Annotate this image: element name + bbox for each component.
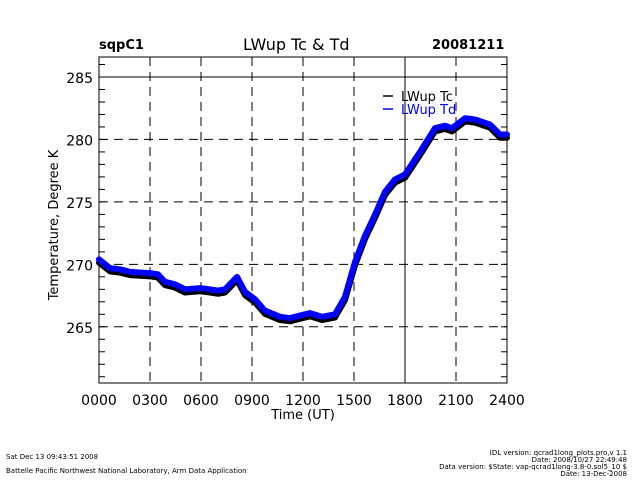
data-point (109, 267, 111, 269)
data-point (489, 123, 491, 125)
x-tick-label: 2100 (438, 393, 474, 409)
data-point (244, 291, 246, 293)
x-tick-label: 0000 (81, 393, 117, 409)
data-point (289, 317, 291, 319)
data-point (119, 268, 121, 270)
legend-label: LWup Tc (401, 90, 453, 105)
data-point (129, 271, 131, 273)
data-point (499, 133, 501, 135)
y-tick-label: 265 (66, 321, 93, 337)
data-point (506, 133, 508, 135)
data-point (364, 235, 366, 237)
data-point (184, 292, 186, 294)
data-point (344, 296, 346, 298)
data-point (419, 151, 421, 153)
data-point (374, 213, 376, 215)
x-tick-label: 0900 (234, 393, 270, 409)
data-point (354, 261, 356, 263)
data-point (224, 288, 226, 290)
x-tick-label: 1800 (387, 393, 423, 409)
y-tick-label: 270 (66, 258, 93, 274)
footer-data-version: Data version: $State: vap-qcrad1long-3.8… (439, 463, 627, 471)
data-point (98, 258, 100, 260)
data-point (321, 319, 323, 321)
data-point (464, 117, 466, 119)
footer-idl-version: IDL version: qcrad1long_plots.pro,v 1.1 (489, 449, 627, 457)
data-point (209, 288, 211, 290)
date-label: 20081211 (432, 38, 505, 53)
y-tick-label: 280 (66, 133, 93, 149)
x-tick-label: 1200 (285, 393, 321, 409)
data-point (184, 288, 186, 290)
data-point (279, 316, 281, 318)
data-point (384, 191, 386, 193)
y-tick-label: 285 (66, 71, 93, 87)
x-tick-label: 0300 (132, 393, 168, 409)
data-point (149, 272, 151, 274)
data-point (289, 320, 291, 322)
x-axis-label: Time (UT) (270, 408, 335, 423)
data-point (157, 273, 159, 275)
chart-title: LWup Tc & Td (243, 35, 350, 54)
data-point (474, 118, 476, 120)
data-point (404, 173, 406, 175)
data-point (451, 130, 453, 132)
footer-timestamp: Sat Dec 13 09:43:51 2008 (6, 453, 99, 461)
data-point (164, 281, 166, 283)
footer-idl-date: Date: 2008/10/27 22:49:48 (531, 456, 627, 464)
y-axis-label: Temperature, Degree K (47, 149, 62, 301)
data-point (174, 283, 176, 285)
y-tick-label: 275 (66, 196, 93, 212)
site-label: sqpC1 (99, 38, 144, 53)
data-point (309, 312, 311, 314)
data-point (264, 310, 266, 312)
data-point (434, 127, 436, 129)
data-point (217, 293, 219, 295)
footer-credit: Battelle Pacific Northwest National Labo… (6, 467, 247, 475)
data-point (254, 298, 256, 300)
data-point (334, 313, 336, 315)
data-point (217, 290, 219, 292)
legend-label: LWup Td (401, 103, 456, 118)
data-point (236, 276, 238, 278)
footer-data-date: Date: 13-Dec-2008 (560, 470, 627, 478)
data-point (394, 178, 396, 180)
x-tick-label: 2400 (489, 393, 525, 409)
data-point (299, 315, 301, 317)
data-point (199, 287, 201, 289)
data-point (451, 127, 453, 129)
data-point (444, 125, 446, 127)
data-point (321, 316, 323, 318)
x-tick-label: 0600 (183, 393, 219, 409)
x-tick-label: 1500 (336, 393, 372, 409)
